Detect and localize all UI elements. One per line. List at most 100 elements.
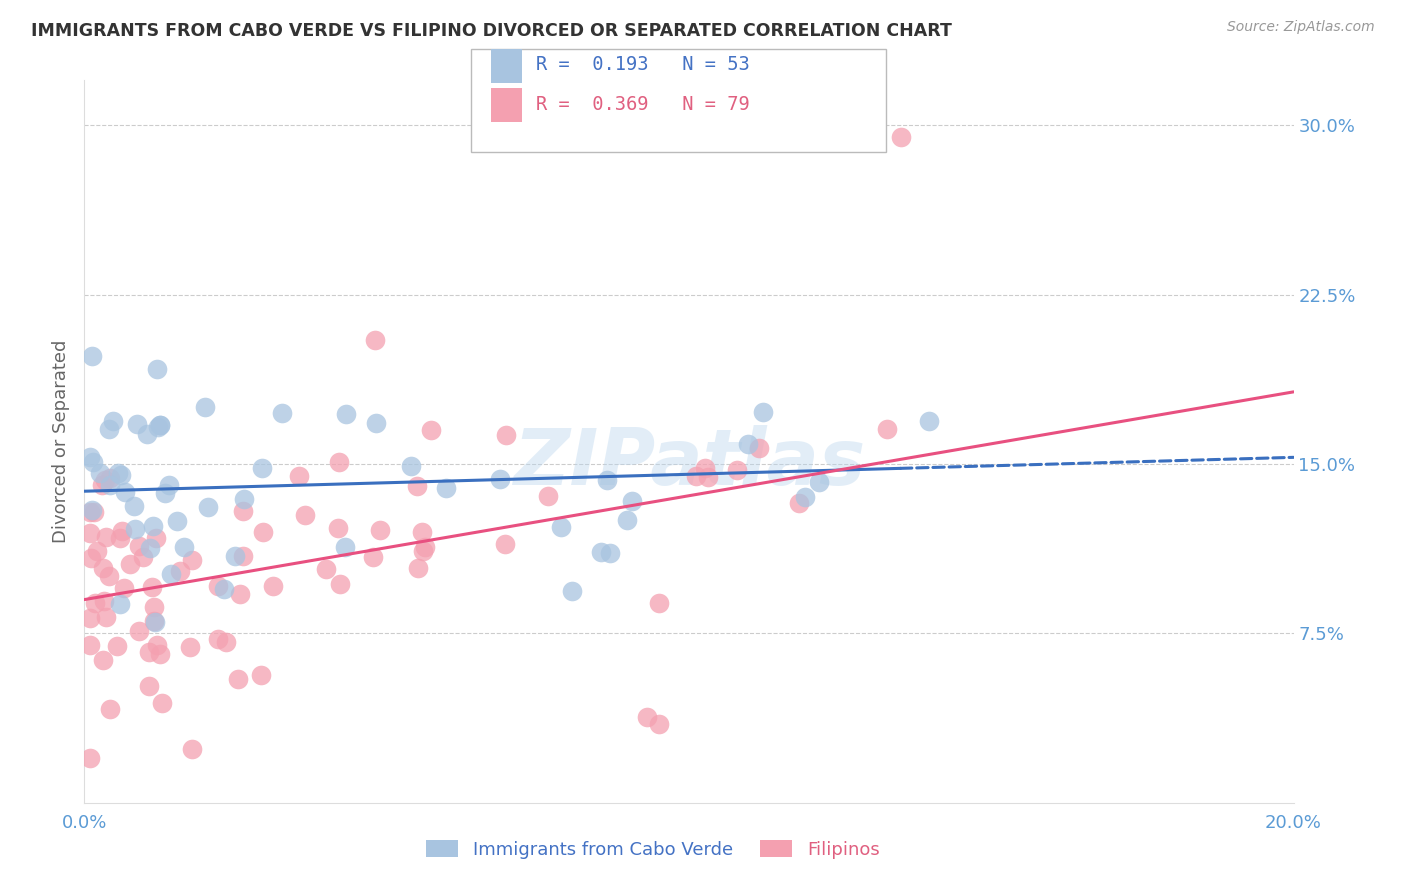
Point bbox=[79, 611, 101, 625]
Point bbox=[616, 513, 638, 527]
Point bbox=[262, 579, 284, 593]
Point bbox=[157, 477, 180, 491]
Point bbox=[648, 596, 671, 610]
Point bbox=[495, 428, 517, 442]
Point bbox=[153, 486, 176, 500]
Point bbox=[326, 521, 349, 535]
Point bbox=[250, 461, 273, 475]
Point bbox=[128, 624, 150, 638]
Point bbox=[149, 417, 172, 432]
Point bbox=[364, 417, 387, 431]
Point bbox=[695, 461, 717, 475]
Point bbox=[288, 469, 311, 483]
Point bbox=[146, 420, 169, 434]
Point bbox=[294, 508, 316, 523]
Point bbox=[93, 593, 115, 607]
Point bbox=[599, 546, 621, 560]
Point bbox=[890, 129, 912, 144]
Point bbox=[224, 549, 246, 563]
Point bbox=[128, 540, 150, 554]
Point bbox=[125, 417, 148, 432]
Point bbox=[80, 551, 103, 566]
Point bbox=[89, 467, 111, 481]
Point bbox=[143, 614, 166, 628]
Point bbox=[808, 475, 831, 490]
Point bbox=[685, 469, 707, 483]
Text: R =  0.193   N = 53: R = 0.193 N = 53 bbox=[536, 55, 749, 75]
Point bbox=[124, 522, 146, 536]
Point bbox=[132, 549, 155, 564]
Text: R =  0.369   N = 79: R = 0.369 N = 79 bbox=[536, 95, 749, 114]
Point bbox=[122, 500, 145, 514]
Point bbox=[111, 524, 134, 538]
Point bbox=[315, 561, 337, 575]
Point bbox=[596, 473, 619, 487]
Point bbox=[138, 644, 160, 658]
Point bbox=[96, 529, 118, 543]
Point bbox=[329, 577, 352, 591]
Point bbox=[697, 470, 720, 484]
Point bbox=[146, 638, 169, 652]
Point bbox=[83, 596, 105, 610]
Point bbox=[138, 679, 160, 693]
Point bbox=[82, 455, 104, 469]
Point bbox=[118, 558, 141, 572]
Point bbox=[114, 485, 136, 500]
Point bbox=[141, 580, 163, 594]
Point bbox=[149, 418, 172, 433]
Point bbox=[181, 553, 204, 567]
Point bbox=[561, 583, 583, 598]
Point bbox=[96, 610, 118, 624]
Point bbox=[139, 541, 162, 555]
Point bbox=[79, 505, 101, 519]
Point bbox=[412, 544, 434, 558]
Text: Source: ZipAtlas.com: Source: ZipAtlas.com bbox=[1227, 20, 1375, 34]
Point bbox=[143, 615, 166, 630]
Point bbox=[105, 639, 128, 653]
Point bbox=[271, 406, 294, 420]
Point bbox=[98, 702, 121, 716]
Point bbox=[737, 437, 759, 451]
Point bbox=[207, 632, 229, 646]
Text: IMMIGRANTS FROM CABO VERDE VS FILIPINO DIVORCED OR SEPARATED CORRELATION CHART: IMMIGRANTS FROM CABO VERDE VS FILIPINO D… bbox=[31, 22, 952, 40]
Point bbox=[232, 492, 254, 507]
Point bbox=[150, 696, 173, 710]
Point bbox=[79, 526, 101, 541]
Point bbox=[166, 514, 188, 528]
Point bbox=[98, 471, 121, 485]
Point bbox=[413, 540, 436, 554]
Point bbox=[787, 496, 810, 510]
Point bbox=[335, 408, 357, 422]
Point bbox=[108, 597, 131, 611]
Point bbox=[149, 647, 172, 661]
Point bbox=[91, 478, 114, 492]
Point bbox=[100, 477, 122, 491]
Point bbox=[793, 491, 815, 505]
Point bbox=[368, 524, 391, 538]
Point bbox=[80, 350, 103, 364]
Point bbox=[537, 489, 560, 503]
Point bbox=[142, 519, 165, 533]
Point bbox=[173, 540, 195, 554]
Point bbox=[747, 441, 769, 455]
Point bbox=[146, 362, 169, 376]
Point bbox=[434, 481, 457, 495]
Point bbox=[363, 333, 385, 347]
Point bbox=[136, 427, 159, 442]
Point bbox=[620, 493, 643, 508]
Point bbox=[361, 550, 384, 565]
Point bbox=[83, 506, 105, 520]
Point bbox=[229, 587, 252, 601]
Point bbox=[101, 414, 124, 428]
Point bbox=[232, 549, 254, 563]
Point bbox=[79, 638, 101, 652]
Point bbox=[250, 668, 273, 682]
Point bbox=[98, 422, 121, 436]
Point bbox=[550, 520, 572, 534]
Point bbox=[112, 581, 135, 595]
Point bbox=[145, 531, 167, 545]
Point bbox=[107, 466, 129, 480]
Point bbox=[406, 479, 429, 493]
Point bbox=[648, 716, 671, 731]
Point bbox=[108, 531, 131, 545]
